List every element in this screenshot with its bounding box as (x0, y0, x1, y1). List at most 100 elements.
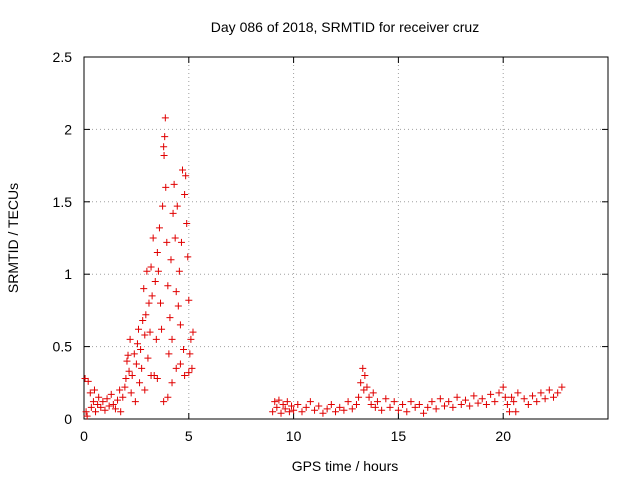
data-point (279, 401, 287, 409)
data-point (510, 398, 518, 406)
data-point (114, 396, 122, 404)
data-point (111, 405, 119, 413)
data-point (390, 398, 398, 406)
data-point (173, 202, 181, 210)
y-tick-labels: 0 0.5 1 1.5 2 2.5 (53, 49, 73, 427)
data-point (165, 350, 173, 358)
y-tick-label: 1.5 (53, 194, 73, 210)
data-point (92, 408, 100, 416)
data-point (315, 402, 323, 410)
data-point (141, 331, 149, 339)
data-point (323, 405, 331, 413)
data-point (146, 328, 154, 336)
data-point (122, 374, 130, 382)
data-point (520, 395, 528, 403)
data-point (394, 406, 402, 414)
data-point (133, 340, 141, 348)
data-point (399, 401, 407, 409)
data-point (105, 402, 113, 410)
data-point (340, 406, 348, 414)
data-point (554, 389, 562, 397)
data-point (179, 166, 187, 174)
data-point (170, 180, 178, 188)
data-point (101, 406, 109, 414)
data-point (153, 248, 161, 256)
data-point (176, 321, 184, 329)
data-point (174, 302, 182, 310)
data-point (84, 377, 92, 385)
data-point (449, 403, 457, 411)
data-point (529, 392, 537, 400)
data-point (306, 398, 314, 406)
data-point (164, 282, 172, 290)
data-point (474, 399, 482, 407)
data-series-srmtid (81, 114, 566, 420)
data-point (109, 401, 117, 409)
data-point (512, 408, 520, 416)
data-point (189, 328, 197, 336)
data-point (365, 393, 373, 401)
data-point (285, 408, 293, 416)
data-point (176, 360, 184, 368)
data-point (386, 403, 394, 411)
y-axis-title: SRMTID / TECUs (5, 183, 21, 293)
data-point (128, 372, 136, 380)
data-point (169, 209, 177, 217)
data-point (378, 406, 386, 414)
data-point (371, 403, 379, 411)
data-point (168, 335, 176, 343)
data-point (153, 374, 161, 382)
data-point (82, 408, 90, 416)
data-point (136, 379, 144, 387)
data-point (482, 401, 490, 409)
data-point (367, 401, 375, 409)
data-point (175, 267, 183, 275)
data-point (319, 409, 327, 417)
data-point (134, 325, 142, 333)
data-point (139, 317, 147, 325)
data-point (81, 374, 89, 382)
data-point (121, 383, 129, 391)
data-point (155, 224, 163, 232)
data-point (116, 386, 124, 394)
data-point (86, 389, 94, 397)
data-point (140, 285, 148, 293)
data-point (357, 379, 365, 387)
data-point (177, 238, 185, 246)
data-point (95, 393, 103, 401)
data-point (107, 390, 115, 398)
data-point (159, 202, 167, 210)
y-tick-label: 2 (64, 121, 72, 137)
data-point (505, 408, 513, 416)
data-point (97, 403, 105, 411)
data-point (166, 314, 174, 322)
data-point (130, 350, 138, 358)
data-point (164, 393, 172, 401)
data-point (311, 406, 319, 414)
data-point (182, 172, 190, 180)
data-point (382, 395, 390, 403)
data-point (99, 398, 107, 406)
data-point (336, 403, 344, 411)
data-point (185, 296, 193, 304)
data-point (187, 335, 195, 343)
data-point (508, 393, 516, 401)
data-point (302, 403, 310, 411)
data-point (501, 393, 509, 401)
data-point (352, 401, 360, 409)
data-point (478, 395, 486, 403)
data-point (163, 238, 171, 246)
data-point (466, 402, 474, 410)
data-point (87, 403, 95, 411)
data-point (144, 354, 152, 362)
data-point (141, 386, 149, 394)
data-point (145, 299, 153, 307)
data-point (168, 379, 176, 387)
data-point (411, 403, 419, 411)
data-point (277, 409, 285, 417)
data-point (415, 401, 423, 409)
data-point (453, 393, 461, 401)
data-point (428, 398, 436, 406)
data-point (537, 389, 545, 397)
